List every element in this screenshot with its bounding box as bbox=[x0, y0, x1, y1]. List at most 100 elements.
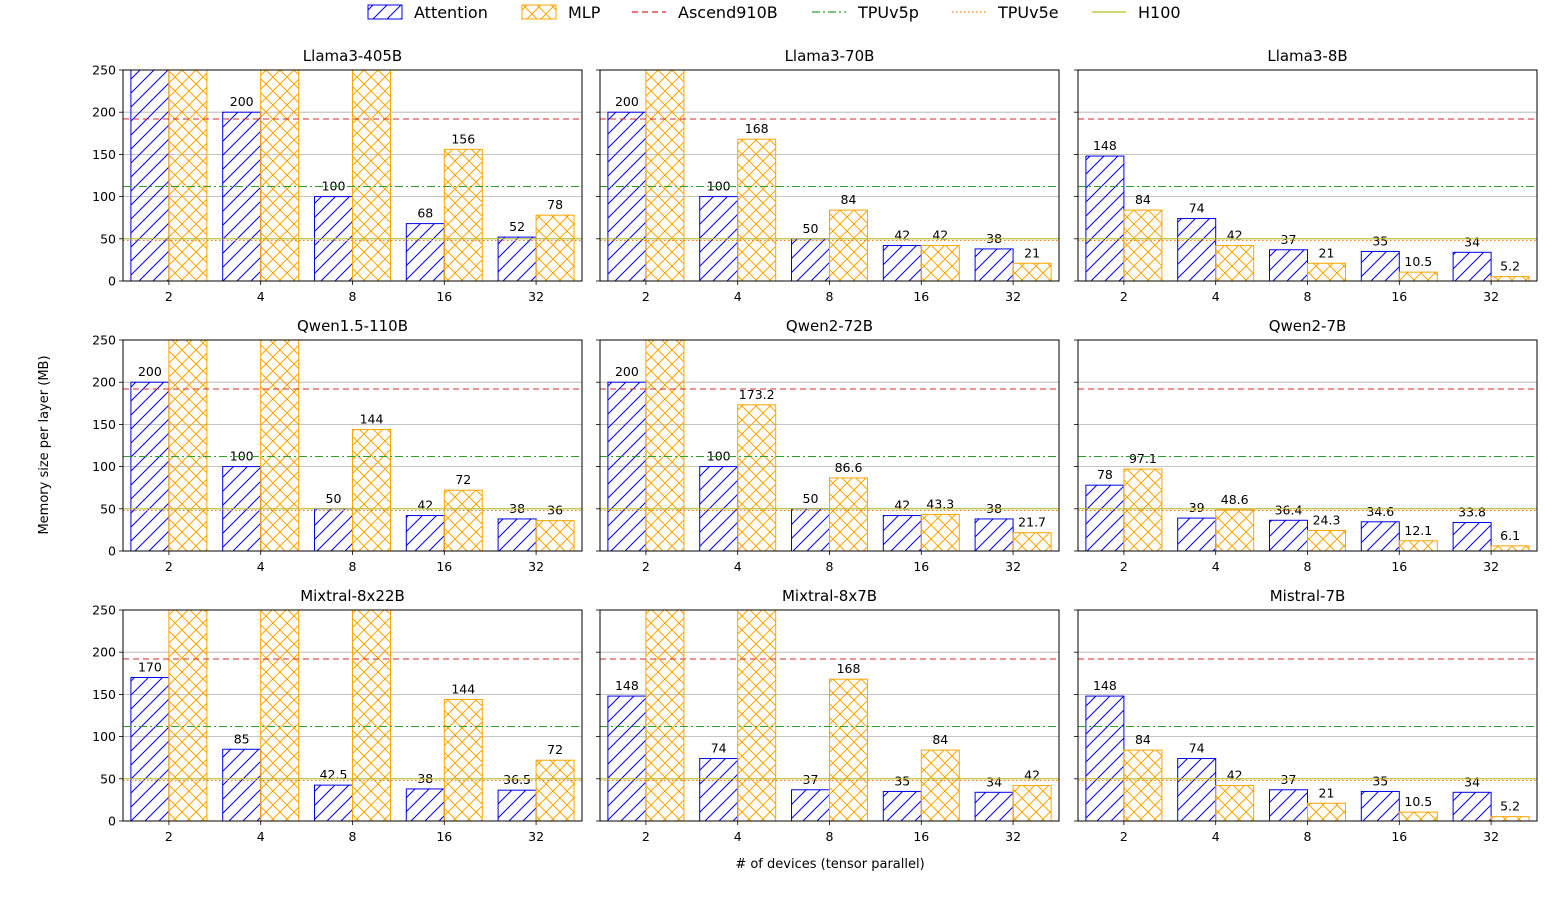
y-tick-label: 50 bbox=[100, 771, 116, 786]
bar-attention-16 bbox=[1360, 790, 1400, 822]
data-label-attention: 34 bbox=[1464, 774, 1480, 789]
x-tick-label: 2 bbox=[1120, 559, 1128, 574]
bar-mlp-2 bbox=[168, 339, 208, 552]
y-tick-label: 0 bbox=[108, 274, 116, 289]
x-tick-label: 4 bbox=[734, 559, 742, 574]
x-tick-label: 16 bbox=[1391, 559, 1407, 574]
data-label-mlp: 86.6 bbox=[835, 460, 863, 475]
legend-label: H100 bbox=[1138, 3, 1181, 22]
data-label-mlp: 84 bbox=[841, 192, 857, 207]
bar-attention-2 bbox=[130, 69, 170, 282]
data-label-mlp: 21 bbox=[1319, 785, 1335, 800]
x-tick-label: 2 bbox=[165, 559, 173, 574]
bar-mlp-2 bbox=[645, 69, 685, 282]
panel-title: Qwen2-7B bbox=[1269, 317, 1347, 335]
data-label-mlp: 84 bbox=[1135, 732, 1151, 747]
bar-mlp-8 bbox=[352, 69, 391, 282]
bar-attention-2 bbox=[607, 381, 647, 552]
data-label-attention: 36.4 bbox=[1275, 502, 1303, 517]
legend-label: MLP bbox=[568, 3, 601, 22]
bar-mlp-32 bbox=[1012, 532, 1052, 552]
data-label-attention: 68 bbox=[417, 206, 433, 221]
bar-mlp-2 bbox=[1123, 749, 1163, 822]
data-label-mlp: 24.3 bbox=[1313, 512, 1341, 527]
bar-mlp-2 bbox=[645, 339, 685, 552]
x-tick-label: 8 bbox=[826, 829, 834, 844]
bar-mlp-16 bbox=[920, 245, 960, 282]
data-label-attention: 42.5 bbox=[320, 767, 348, 782]
bar-mlp-8 bbox=[1307, 802, 1346, 822]
bar-mlp-2 bbox=[1123, 209, 1163, 282]
data-label-mlp: 78 bbox=[547, 197, 563, 212]
y-tick-label: 250 bbox=[92, 63, 116, 78]
data-label-mlp: 5.2 bbox=[1500, 259, 1520, 274]
panel-mixtral-8x22b: Mixtral-8x22B 0 50 100 150 200 250 170 2 85 4 42.5 8… bbox=[92, 587, 583, 844]
bar-mlp-8 bbox=[829, 477, 868, 552]
bar-mlp-8 bbox=[352, 428, 391, 552]
legend-item-ascend910b: Ascend910B bbox=[632, 3, 778, 22]
bar-attention-2 bbox=[1085, 695, 1125, 822]
bar-mlp-2 bbox=[168, 69, 208, 282]
bar-attention-2 bbox=[130, 381, 170, 552]
bar-mlp-32 bbox=[1012, 785, 1052, 822]
bar-attention-16 bbox=[405, 223, 445, 282]
bar-attention-16 bbox=[882, 790, 922, 822]
data-label-attention: 50 bbox=[326, 491, 342, 506]
y-tick-label: 250 bbox=[92, 603, 116, 618]
legend: Attention MLP Ascend910B TPUv5p TPUv5e H100 bbox=[367, 3, 1181, 22]
x-tick-label: 4 bbox=[1212, 289, 1220, 304]
data-label-mlp: 21 bbox=[1319, 245, 1335, 260]
data-label-mlp: 21 bbox=[1024, 245, 1040, 260]
data-label-mlp: 72 bbox=[547, 742, 563, 757]
panel-title: Mixtral-8x22B bbox=[300, 587, 405, 605]
bar-mlp-8 bbox=[352, 609, 391, 822]
data-label-mlp: 48.6 bbox=[1221, 492, 1249, 507]
panel-title: Qwen2-72B bbox=[786, 317, 873, 335]
bar-attention-4 bbox=[1177, 517, 1217, 552]
bar-mlp-16 bbox=[443, 489, 483, 552]
bar-mlp-16 bbox=[920, 513, 960, 552]
x-tick-label: 8 bbox=[349, 289, 357, 304]
bar-mlp-16 bbox=[1398, 811, 1438, 822]
bar-attention-16 bbox=[1360, 250, 1400, 282]
data-label-attention: 78 bbox=[1097, 467, 1113, 482]
bar-attention-32 bbox=[1452, 791, 1492, 822]
bar-attention-8 bbox=[791, 789, 830, 822]
legend-item-tpuv5e: TPUv5e bbox=[952, 3, 1059, 22]
bar-mlp-16 bbox=[920, 749, 960, 822]
bar-attention-16 bbox=[405, 788, 445, 822]
data-label-attention: 35 bbox=[1372, 233, 1388, 248]
data-label-attention: 50 bbox=[803, 221, 819, 236]
y-tick-label: 100 bbox=[92, 729, 116, 744]
legend-item-tpuv5p: TPUv5p bbox=[812, 3, 919, 22]
bar-mlp-32 bbox=[535, 214, 575, 282]
x-tick-label: 16 bbox=[1391, 829, 1407, 844]
y-tick-label: 150 bbox=[92, 687, 116, 702]
bar-attention-16 bbox=[1360, 521, 1400, 552]
bar-attention-8 bbox=[314, 784, 353, 822]
panel-frame bbox=[122, 339, 583, 552]
bar-mlp-4 bbox=[737, 404, 777, 552]
y-tick-label: 100 bbox=[92, 189, 116, 204]
bar-attention-2 bbox=[1085, 155, 1125, 282]
data-label-mlp: 156 bbox=[451, 131, 475, 146]
data-label-attention: 170 bbox=[138, 660, 162, 675]
data-label-mlp: 72 bbox=[455, 472, 471, 487]
x-tick-label: 2 bbox=[165, 289, 173, 304]
x-tick-label: 16 bbox=[913, 289, 929, 304]
panel-frame bbox=[599, 69, 1060, 282]
x-tick-label: 16 bbox=[913, 559, 929, 574]
bar-attention-4 bbox=[1177, 758, 1217, 822]
panel-title: Mixtral-8x7B bbox=[782, 587, 877, 605]
y-tick-label: 150 bbox=[92, 147, 116, 162]
legend-item-mlp: MLP bbox=[521, 3, 601, 22]
bar-mlp-32 bbox=[1490, 276, 1530, 282]
bar-attention-4 bbox=[222, 748, 262, 822]
x-tick-label: 16 bbox=[436, 289, 452, 304]
x-tick-label: 32 bbox=[1483, 829, 1499, 844]
x-tick-label: 4 bbox=[734, 829, 742, 844]
x-tick-label: 2 bbox=[642, 829, 650, 844]
